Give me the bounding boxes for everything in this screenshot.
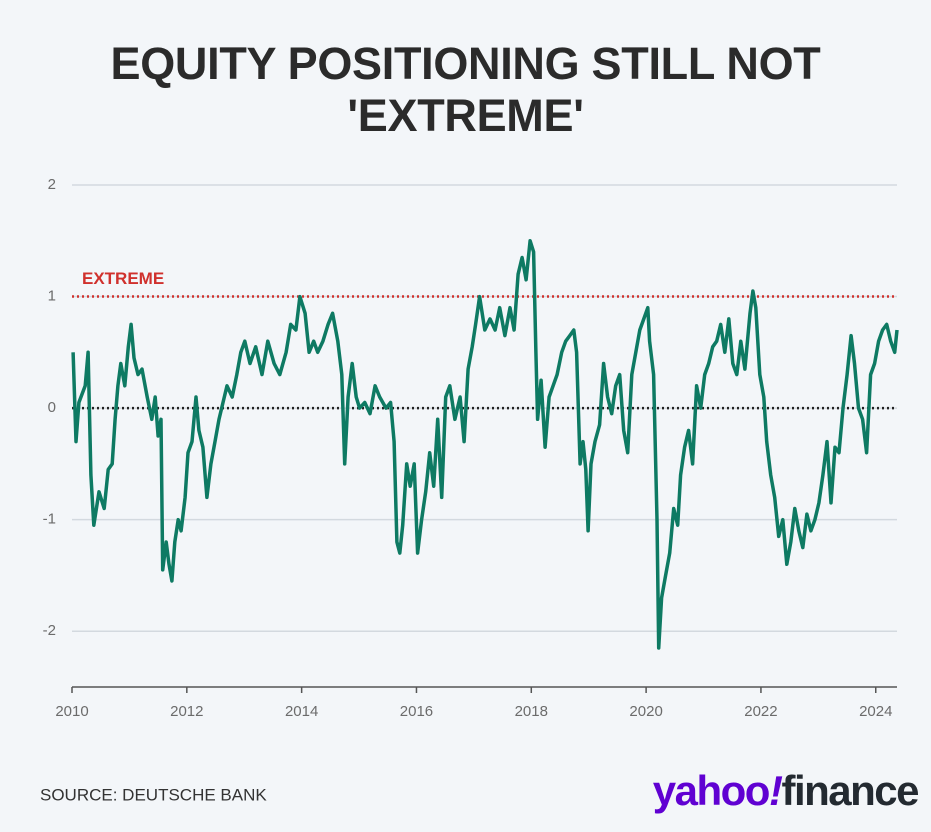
x-tick-label: 2020 [629,703,662,720]
x-tick-label: 2014 [285,703,318,720]
logo-brand: yahoo [653,767,770,814]
x-tick-label: 2016 [400,703,433,720]
logo-mark: ! [769,767,783,814]
series-line [71,239,899,650]
x-tick-label: 2022 [744,703,777,720]
y-tick-label: -2 [43,622,56,639]
x-tick-label: 2012 [170,703,203,720]
chart-title: EQUITY POSITIONING STILL NOT 'EXTREME' [110,38,821,141]
logo-product: finance [781,767,918,814]
source: SOURCE: DEUTSCHE BANK [40,785,267,804]
y-tick-label: -1 [43,511,56,528]
y-tick-label: 1 [48,288,56,305]
y-tick-label: 2 [48,176,56,193]
x-tick-label: 2018 [515,703,548,720]
reference-label: EXTREME [82,269,164,288]
y-tick-label: 0 [48,399,56,416]
logo: yahoo!finance [653,767,918,814]
x-tick-label: 2010 [55,703,88,720]
x-tick-label: 2024 [859,703,892,720]
